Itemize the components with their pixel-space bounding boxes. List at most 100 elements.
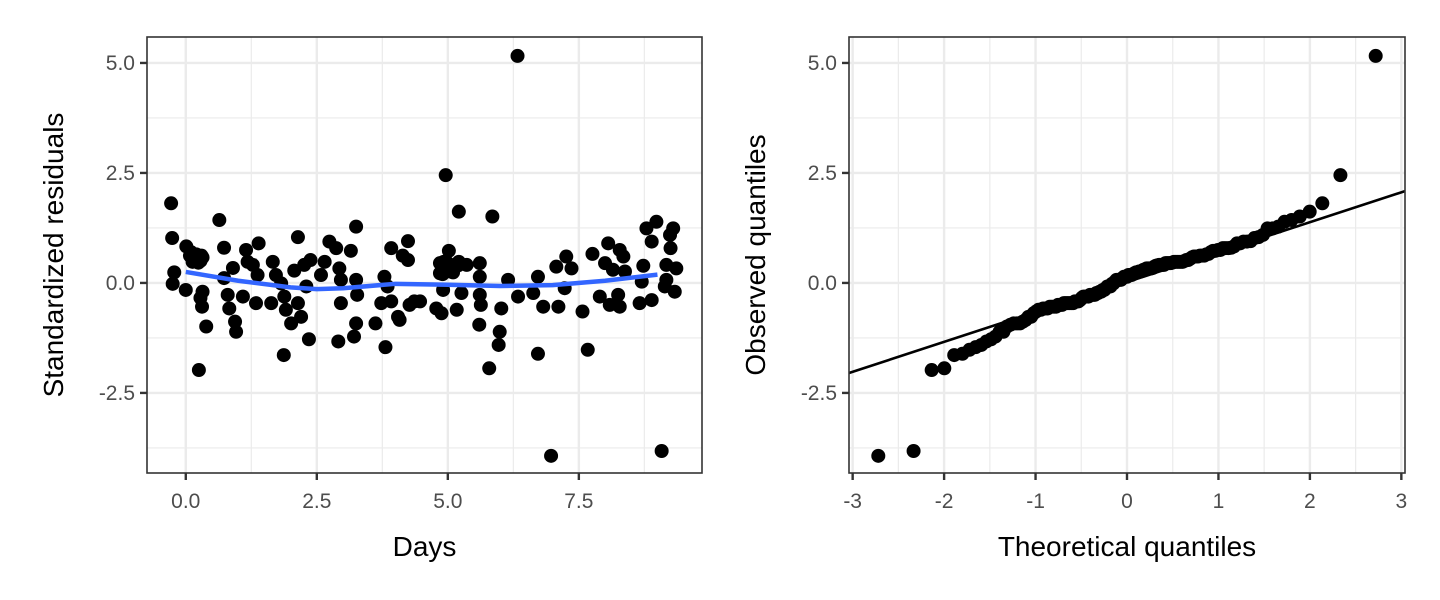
loess-smooth-line [185,269,658,292]
data-point [663,227,678,242]
y-tick-label: 5.0 [106,52,135,75]
data-point [644,234,659,249]
panel-border [848,36,1406,474]
x-tick-label: 0 [1121,490,1133,513]
data-point [580,342,595,357]
data-point [191,255,206,270]
data-point [178,282,193,297]
data-point [617,264,632,279]
data-point [530,269,545,284]
data-point [191,363,206,378]
data-point [349,219,364,234]
x-tick-label: -2 [935,490,954,513]
data-point [592,289,607,304]
qq-point [1333,168,1348,183]
data-point [329,241,344,256]
data-point [350,287,365,302]
data-point [276,348,291,363]
qq-point [1368,48,1383,63]
data-point [551,299,566,314]
x-tick-label: -1 [1026,490,1045,513]
y-tick-label: -2.5 [801,382,837,405]
data-point [611,287,626,302]
x-tick-label: 2.5 [302,490,331,513]
data-point [549,259,564,274]
data-point [441,243,456,258]
data-point [564,261,579,276]
y-tick-label: 5.0 [808,52,837,75]
data-point [392,312,407,327]
qq-plot-panel: -3 -2 -1 0 1 2 3 -2.5 0.0 2.5 5.0 Theoretical quant… [740,36,1407,562]
data-point [347,329,362,344]
x-tick-label: 7.5 [564,490,593,513]
data-point [473,297,488,312]
data-point [632,296,647,311]
x-tick-label: 1 [1213,490,1225,513]
data-point [195,299,210,314]
data-point [644,293,659,308]
data-point [343,243,358,258]
data-point [472,287,487,302]
data-point [239,242,254,257]
data-point [649,214,664,229]
data-point [251,236,266,251]
data-point [301,332,316,347]
data-point [612,299,627,314]
data-point [454,286,469,301]
plot-background [147,37,702,473]
data-point [235,289,250,304]
data-point [313,268,328,283]
data-point [384,294,399,309]
data-point [449,302,464,317]
y-tick-label: 0.0 [808,272,837,295]
data-point [559,249,574,264]
data-point [225,260,240,275]
data-point [616,249,631,264]
data-point [228,314,243,329]
data-point [494,301,509,316]
data-point [472,317,487,332]
data-point [485,209,500,224]
data-point [459,257,474,272]
data-point [332,261,347,276]
data-point [446,265,461,280]
data-point [199,319,214,334]
data-point [434,306,449,321]
data-point [222,301,237,316]
data-point [636,258,651,273]
data-point [544,448,559,463]
qq-point [871,448,886,463]
y-tick-label: 2.5 [808,162,837,185]
data-point [333,296,348,311]
data-point [317,254,332,269]
qq-point [906,444,921,459]
qq-point [1302,204,1317,219]
data-point [333,272,348,287]
x-tick-label: 2 [1304,490,1316,513]
qq-point [937,361,952,376]
data-point [639,221,654,236]
data-point [229,324,244,339]
x-axis-title: Theoretical quantiles [998,531,1256,562]
data-point [510,48,525,63]
data-point [663,241,678,256]
data-point [265,254,280,269]
data-point [368,316,383,331]
x-tick-label: -3 [843,490,862,513]
data-point [511,289,526,304]
y-tick-label: 2.5 [106,162,135,185]
qq-reference-line [848,189,1406,375]
data-point [303,253,318,268]
x-axis-title: Days [393,531,457,562]
data-point [526,286,541,301]
data-point [435,267,450,282]
data-point [585,246,600,261]
data-point [400,234,415,249]
data-point [290,230,305,245]
data-point [501,272,516,287]
x-tick-label: 5.0 [433,490,462,513]
y-tick-label: 0.0 [106,272,135,295]
data-point [492,324,507,339]
data-point [165,276,180,291]
data-point [378,340,393,355]
